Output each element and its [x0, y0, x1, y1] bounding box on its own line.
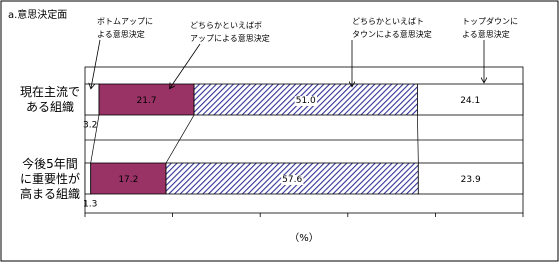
annotation-arrow	[91, 39, 101, 88]
data-label: 1.3	[83, 200, 97, 210]
label-bg	[281, 175, 304, 185]
data-label: 57.6	[282, 175, 302, 185]
bar-segment	[98, 83, 195, 116]
bar-segment	[90, 162, 167, 195]
series-line	[417, 114, 419, 164]
category-label: 今後5年間 に重要性が 高まる組織	[19, 156, 80, 201]
annotation-arrow	[170, 43, 201, 88]
data-label: 3.2	[83, 121, 97, 131]
bar-segment	[417, 83, 524, 116]
legend-label: どちらかといえばボ アップによる意思決定	[190, 21, 270, 43]
label-bg	[294, 96, 318, 106]
x-axis-label: （%）	[289, 232, 319, 244]
data-label: 21.7	[137, 96, 157, 106]
data-label: 24.1	[460, 96, 480, 106]
category-label: 現在主流で ある組織	[19, 84, 80, 114]
data-label: 51.0	[296, 96, 316, 106]
legend-label: トップダウンに よる意思決定	[462, 17, 518, 39]
series-line	[165, 114, 195, 164]
data-label: 23.9	[461, 175, 481, 185]
legend-label: ボトムアップに よる意思決定	[97, 17, 153, 39]
bar-segment	[84, 162, 92, 195]
bar-segment	[417, 162, 524, 195]
legend-label: どちらかといえばト タウンによる意思決定	[352, 17, 432, 39]
bar-segment	[84, 83, 100, 116]
series-line	[90, 114, 100, 164]
data-label: 17.2	[118, 175, 138, 185]
chart-title: a.意思決定面	[8, 8, 67, 21]
